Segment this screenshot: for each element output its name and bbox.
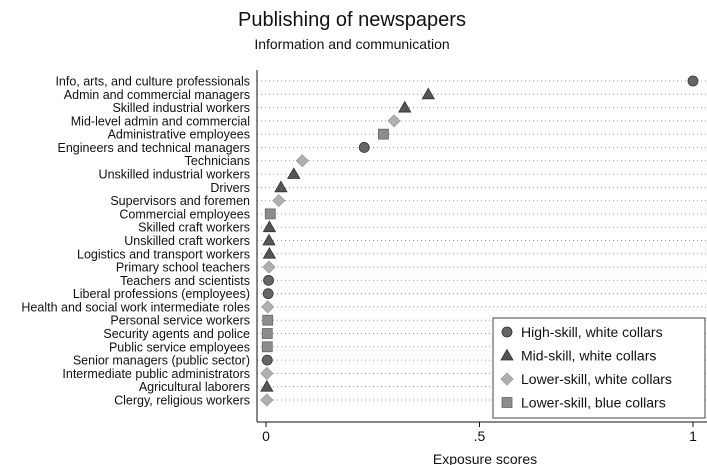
- category-label: Unskilled industrial workers: [99, 168, 250, 182]
- category-label: Administrative employees: [108, 128, 250, 142]
- category-label: Security agents and police: [103, 327, 250, 341]
- legend-label: Mid-skill, white collars: [521, 348, 656, 364]
- chart-subtitle: Information and communication: [254, 36, 449, 52]
- category-label: Skilled craft workers: [138, 221, 250, 235]
- category-labels: Info, arts, and culture professionalsAdm…: [21, 75, 250, 408]
- data-point-circle: [263, 274, 274, 286]
- gridlines: [257, 80, 707, 401]
- data-point-triangle: [421, 87, 435, 100]
- legend-label: Lower-skill, blue collars: [521, 395, 666, 411]
- category-label: Teachers and scientists: [120, 274, 250, 288]
- x-axis-label: Exposure scores: [433, 451, 537, 465]
- legend-marker-circle: [501, 326, 513, 338]
- legend-box: [492, 317, 706, 419]
- data-point-diamond: [260, 393, 274, 407]
- data-point-triangle: [274, 180, 288, 193]
- category-label: Info, arts, and culture professionals: [55, 75, 250, 89]
- category-label: Agricultural laborers: [139, 380, 250, 394]
- data-point-triangle: [262, 220, 277, 233]
- legend-label: High-skill, white collars: [521, 324, 663, 340]
- data-point-square: [262, 314, 274, 326]
- x-tick-label: .5: [474, 428, 486, 444]
- legend-marker-diamond: [500, 372, 514, 386]
- data-point-triangle: [260, 379, 274, 392]
- data-point-square: [378, 128, 389, 140]
- category-label: Clergy, religious workers: [114, 393, 250, 407]
- category-label: Admin and commercial managers: [64, 88, 250, 102]
- data-point-circle: [687, 75, 699, 87]
- data-point-square: [264, 208, 276, 220]
- data-point-triangle: [262, 233, 276, 246]
- category-label: Senior managers (public sector): [73, 354, 250, 368]
- category-label: Logistics and transport workers: [77, 247, 250, 261]
- data-point-square: [261, 328, 273, 339]
- category-label: Personal service workers: [110, 314, 250, 328]
- category-label: Engineers and technical managers: [58, 141, 250, 155]
- data-point-diamond: [261, 300, 275, 314]
- category-label: Technicians: [185, 154, 250, 168]
- legend-label: Lower-skill, white collars: [521, 371, 672, 387]
- category-label: Supervisors and foremen: [110, 194, 250, 208]
- data-points: [260, 75, 699, 407]
- legend-marker-square: [501, 397, 513, 408]
- data-point-square: [261, 341, 273, 353]
- category-label: Primary school teachers: [116, 261, 250, 275]
- x-tick-label: 1: [689, 428, 697, 444]
- data-point-circle: [261, 354, 273, 366]
- category-label: Skilled industrial workers: [112, 101, 250, 115]
- data-point-circle: [262, 288, 274, 300]
- category-label: Commercial employees: [119, 207, 250, 221]
- data-point-circle: [358, 142, 370, 153]
- category-label: Drivers: [210, 181, 250, 195]
- legend-marker-triangle: [500, 348, 514, 361]
- category-label: Intermediate public administrators: [62, 367, 250, 381]
- category-label: Liberal professions (employees): [73, 287, 250, 301]
- data-point-diamond: [262, 260, 276, 274]
- data-point-triangle: [287, 167, 301, 179]
- x-tick-label: 0: [262, 428, 270, 444]
- data-point-triangle: [398, 100, 412, 113]
- category-label: Health and social work intermediate role…: [21, 300, 250, 314]
- data-point-triangle: [262, 246, 277, 259]
- data-point-diamond: [272, 194, 286, 208]
- category-label: Public service employees: [109, 340, 250, 354]
- data-point-diamond: [387, 114, 401, 128]
- data-point-diamond: [295, 154, 309, 168]
- category-label: Unskilled craft workers: [124, 234, 250, 248]
- x-axis: 0.5 1: [256, 70, 707, 444]
- category-label: Mid-level admin and commercial: [71, 114, 250, 128]
- legend: High-skill, white collars Mid-skill, whit…: [492, 317, 706, 419]
- data-point-diamond: [260, 366, 274, 380]
- chart-title: Publishing of newspapers: [238, 9, 466, 31]
